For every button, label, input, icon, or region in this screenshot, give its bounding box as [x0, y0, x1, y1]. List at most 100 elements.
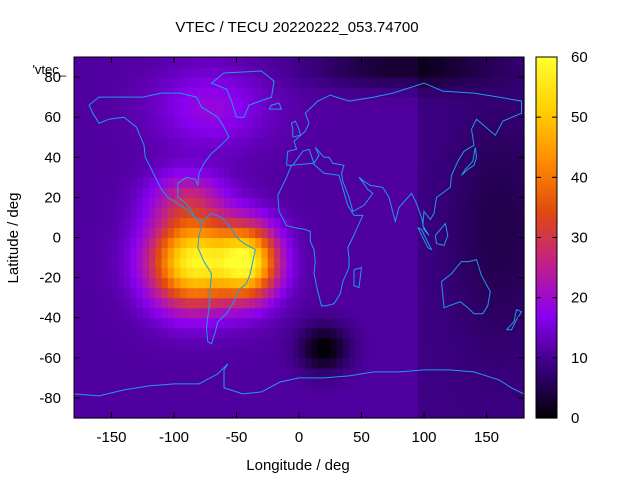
heatmap-cell [361, 237, 369, 249]
heatmap-cell [130, 367, 138, 379]
heatmap-cell [105, 187, 113, 198]
heatmap-cell [405, 87, 413, 98]
heatmap-cell [492, 337, 500, 349]
heatmap-cell [411, 177, 419, 188]
heatmap-cell [261, 187, 269, 198]
heatmap-cell [261, 217, 269, 229]
heatmap-cell [124, 67, 131, 78]
heatmap-cell [186, 127, 194, 138]
heatmap-cell [411, 347, 419, 359]
heatmap-cell [511, 197, 519, 209]
heatmap-cell [99, 297, 106, 309]
heatmap-cell [392, 357, 400, 369]
heatmap-cell [117, 217, 125, 229]
heatmap-cell [80, 407, 88, 419]
heatmap-cell [311, 237, 319, 249]
heatmap-cell [105, 227, 113, 239]
colorbar-segment [536, 195, 557, 199]
heatmap-cell [461, 147, 469, 158]
heatmap-cell [499, 137, 506, 148]
heatmap-cell [180, 377, 188, 389]
heatmap-cell [167, 377, 175, 389]
colorbar-segment [536, 189, 557, 193]
heatmap-cell [192, 407, 200, 419]
heatmap-cell [355, 297, 363, 309]
heatmap-cell [417, 297, 425, 309]
heatmap-cell [274, 387, 281, 399]
heatmap-cell [380, 197, 388, 209]
colorbar-segment [536, 249, 557, 254]
heatmap-cell [442, 237, 450, 249]
heatmap-cell [317, 157, 325, 168]
heatmap-cell [92, 277, 100, 289]
heatmap-cell [474, 167, 481, 178]
heatmap-cell [205, 347, 213, 359]
heatmap-cell [417, 327, 425, 339]
heatmap-cell [486, 317, 494, 329]
heatmap-cell [486, 157, 494, 168]
heatmap-cell [92, 187, 100, 198]
heatmap-cell [230, 327, 238, 339]
colorbar-segment [536, 276, 557, 281]
heatmap-cell [424, 357, 431, 369]
heatmap-cell [167, 277, 175, 289]
colorbar-segment [536, 279, 557, 284]
heatmap-cell [492, 157, 500, 168]
heatmap-cell [124, 327, 131, 339]
heatmap-cell [280, 237, 288, 249]
heatmap-cell [249, 87, 256, 98]
heatmap-cell [249, 377, 256, 389]
heatmap-cell [211, 87, 219, 98]
heatmap-cell [161, 147, 169, 158]
heatmap-cell [492, 307, 500, 319]
heatmap-cell [199, 87, 206, 98]
heatmap-cell [286, 147, 294, 158]
heatmap-cell [305, 327, 313, 339]
heatmap-cell [86, 357, 94, 369]
heatmap-cell [386, 87, 394, 98]
heatmap-cell [136, 347, 144, 359]
heatmap-cell [280, 127, 288, 138]
heatmap-cell [205, 97, 213, 108]
heatmap-cell [105, 257, 113, 269]
heatmap-cell [380, 127, 388, 138]
colorbar-segment [536, 345, 557, 350]
heatmap-cell [342, 127, 350, 138]
heatmap-cell [511, 217, 519, 229]
heatmap-cell [149, 377, 156, 389]
heatmap-cell [292, 297, 300, 309]
heatmap-cell [392, 317, 400, 329]
heatmap-cell [511, 397, 519, 409]
heatmap-cell [149, 147, 156, 158]
heatmap-cell [505, 297, 513, 309]
heatmap-cell [517, 77, 525, 88]
heatmap-cell [217, 287, 225, 299]
heatmap-cell [249, 327, 256, 339]
heatmap-cell [224, 317, 231, 329]
heatmap-cell [299, 267, 306, 279]
heatmap-cell [92, 357, 100, 369]
heatmap-cell [324, 57, 331, 68]
colorbar-segment [536, 303, 557, 308]
heatmap-cell [517, 247, 525, 259]
heatmap-cell [267, 77, 275, 88]
heatmap-cell [74, 217, 81, 229]
heatmap-cell [261, 287, 269, 299]
heatmap-cell [249, 137, 256, 148]
heatmap-cell [355, 347, 363, 359]
heatmap-cell [211, 247, 219, 259]
heatmap-cell [130, 237, 138, 249]
heatmap-cell [480, 77, 488, 88]
heatmap-cell [342, 187, 350, 198]
heatmap-cell [311, 97, 319, 108]
heatmap-cell [224, 257, 231, 269]
heatmap-cell [374, 307, 381, 319]
heatmap-cell [374, 77, 381, 88]
heatmap-cell [224, 267, 231, 279]
heatmap-cell [192, 207, 200, 219]
heatmap-cell [280, 227, 288, 239]
heatmap-cell [255, 367, 263, 379]
heatmap-cell [236, 337, 244, 349]
heatmap-cell [280, 277, 288, 289]
heatmap-cell [480, 157, 488, 168]
